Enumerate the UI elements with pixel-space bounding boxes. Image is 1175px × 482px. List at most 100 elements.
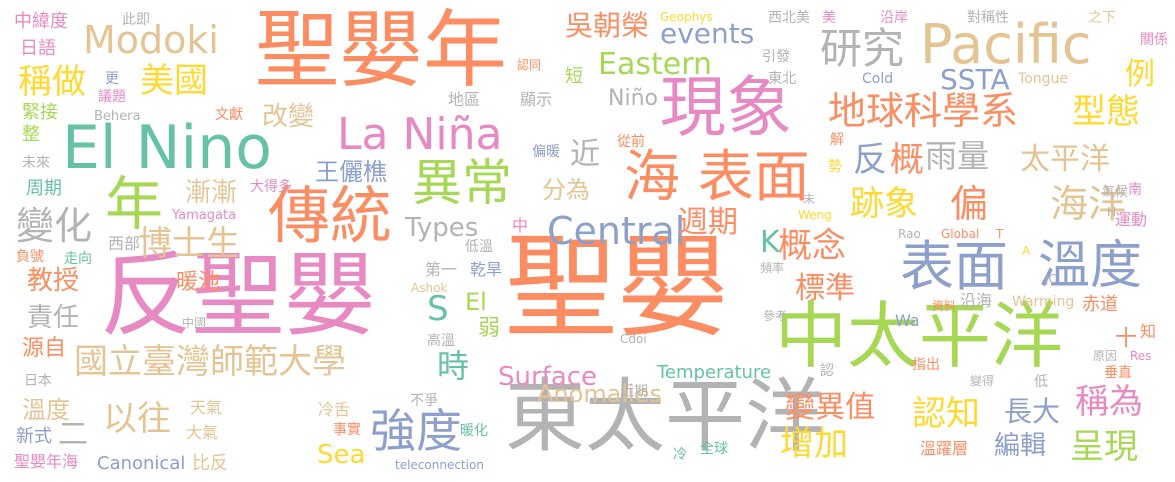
word-variation: 變化 <box>16 204 93 248</box>
word-time: 時 <box>437 347 470 385</box>
word-low: 低 <box>1034 374 1048 390</box>
word-example: 例 <box>1125 57 1155 92</box>
word-called-as: 稱為 <box>1075 382 1143 422</box>
word-sea: Sea <box>317 440 366 470</box>
word-region: 地區 <box>448 90 481 109</box>
word-surface-en: Surface <box>498 362 598 392</box>
word-thermocline: 溫躍層 <box>920 439 969 458</box>
word-teleconnection: teleconnection <box>395 458 484 472</box>
word-weng: Weng <box>798 208 832 222</box>
word-shi: 勢 <box>828 159 842 175</box>
word-types: Types <box>405 213 479 243</box>
word-near: 近 <box>570 137 600 172</box>
word-direction: 走向 <box>64 251 92 267</box>
word-wang-lichiao: 王儷樵 <box>315 158 387 186</box>
word-ssta: SSTA <box>940 63 1010 96</box>
word-future: 未來 <box>22 155 50 171</box>
word-weather: 天氣 <box>190 398 223 417</box>
word-south: 南 <box>1128 182 1142 198</box>
word-sea-surface: 海 表面 <box>624 145 810 210</box>
word-el: El <box>465 288 487 316</box>
word-new-type: 新式 <box>16 426 52 447</box>
word-t: T <box>996 227 1004 241</box>
word-cold-tongue: 冷舌 <box>318 400 351 419</box>
word-eastern: Eastern <box>598 47 713 82</box>
word-western: 西部 <box>108 234 141 253</box>
word-year: 年 <box>105 170 164 238</box>
word-mid-latitude: 中緯度 <box>14 11 68 32</box>
word-concept: 概念 <box>778 226 846 266</box>
word-la-nina: La Niña <box>337 109 503 160</box>
word-pacific: Pacific <box>920 13 1092 76</box>
word-global-en: Global <box>941 227 980 241</box>
word-gradually: 漸漸 <box>185 178 238 208</box>
word-that-is: 此即 <box>122 12 150 28</box>
word-whole: 整 <box>22 124 40 145</box>
word-nino: Niño <box>608 86 658 111</box>
word-warm-pool: 暖池 <box>176 270 221 295</box>
word-wei: 未 <box>803 192 816 206</box>
word-coast: 沿岸 <box>880 10 908 26</box>
word-usa: 美國 <box>140 61 208 101</box>
word-shengying: 聖嬰 <box>505 223 729 353</box>
word-s: S <box>427 289 449 329</box>
word-reference: 參考 <box>763 309 788 323</box>
word-much-larger: 大得多 <box>250 179 292 195</box>
word-anomalies: Anomalies <box>537 380 663 408</box>
word-earth-science-dept: 地球科學系 <box>828 89 1019 133</box>
word-vertical: 垂直 <box>1104 365 1132 381</box>
word-formerly: 從前 <box>617 134 645 150</box>
word-data: 資料 <box>932 299 957 313</box>
word-warming-en: Warming <box>1012 294 1075 310</box>
word-negative-sign: 負號 <box>16 249 44 265</box>
word-trigger: 引發 <box>762 49 790 65</box>
word-in-the-past: 以往 <box>103 399 171 439</box>
word-temperature-en: Temperature <box>657 362 772 383</box>
word-warming: 暖化 <box>460 423 488 439</box>
word-jie: 解 <box>830 132 844 148</box>
word-zhong: 中 <box>512 216 529 235</box>
word-fan-shengying: 反聖嬰 <box>100 242 377 349</box>
word-drought: 乾旱 <box>470 260 503 279</box>
word-coastal: 沿海 <box>960 291 993 310</box>
word-fact: 事實 <box>333 422 361 438</box>
word-northeast: 東北 <box>768 71 796 87</box>
word-central: Central <box>547 209 686 253</box>
word-cdoi: Cdoi <box>620 332 647 346</box>
word-cognition: 認知 <box>912 394 980 434</box>
word-literature: 文獻 <box>215 107 243 123</box>
word-el-nino: El Nino <box>62 113 272 183</box>
word-gai: 概 <box>890 140 924 180</box>
word-nw-america: 西北美 <box>768 10 810 26</box>
word-intensity: 強度 <box>370 404 462 458</box>
word-modoki: Modoki <box>83 18 219 62</box>
word-agree: 認同 <box>517 58 542 72</box>
word-originate: 源自 <box>22 336 67 361</box>
word-temperature-small: 溫度 <box>22 396 70 424</box>
word-traditional: 傳統 <box>268 179 393 252</box>
word-surface: 表面 <box>900 235 1008 298</box>
word-tongue: Tongue <box>1018 71 1068 87</box>
word-weak: 弱 <box>478 316 501 341</box>
word-cold: 冷 <box>673 447 687 463</box>
word-climate: 氣候 <box>1102 185 1129 200</box>
word-pacific-ocean: 太平洋 <box>1020 142 1110 177</box>
word-res: Res <box>1130 349 1152 363</box>
word-phd-student: 博士生 <box>138 224 240 264</box>
word-shengying-nian: 聖嬰年 <box>255 1 508 99</box>
word-below: 之下 <box>1088 10 1116 26</box>
word-phenomenon: 現象 <box>660 69 792 146</box>
word-professor: 教授 <box>27 266 80 296</box>
word-yamagata: Yamagata <box>172 208 237 223</box>
word-show: 顯示 <box>520 90 553 109</box>
word-change: 改變 <box>262 102 315 132</box>
word-atmosphere: 大氣 <box>186 423 219 442</box>
word-ntnu: 國立臺灣師範大學 <box>74 342 346 382</box>
word-central-pacific: 中太平洋 <box>775 294 1064 378</box>
word-called: 稱做 <box>18 62 86 102</box>
word-symmetry: 對稱性 <box>967 10 1009 26</box>
word-ten: 十 <box>1111 326 1136 348</box>
word-global: 全球 <box>700 441 728 457</box>
word-k: K <box>760 225 780 260</box>
